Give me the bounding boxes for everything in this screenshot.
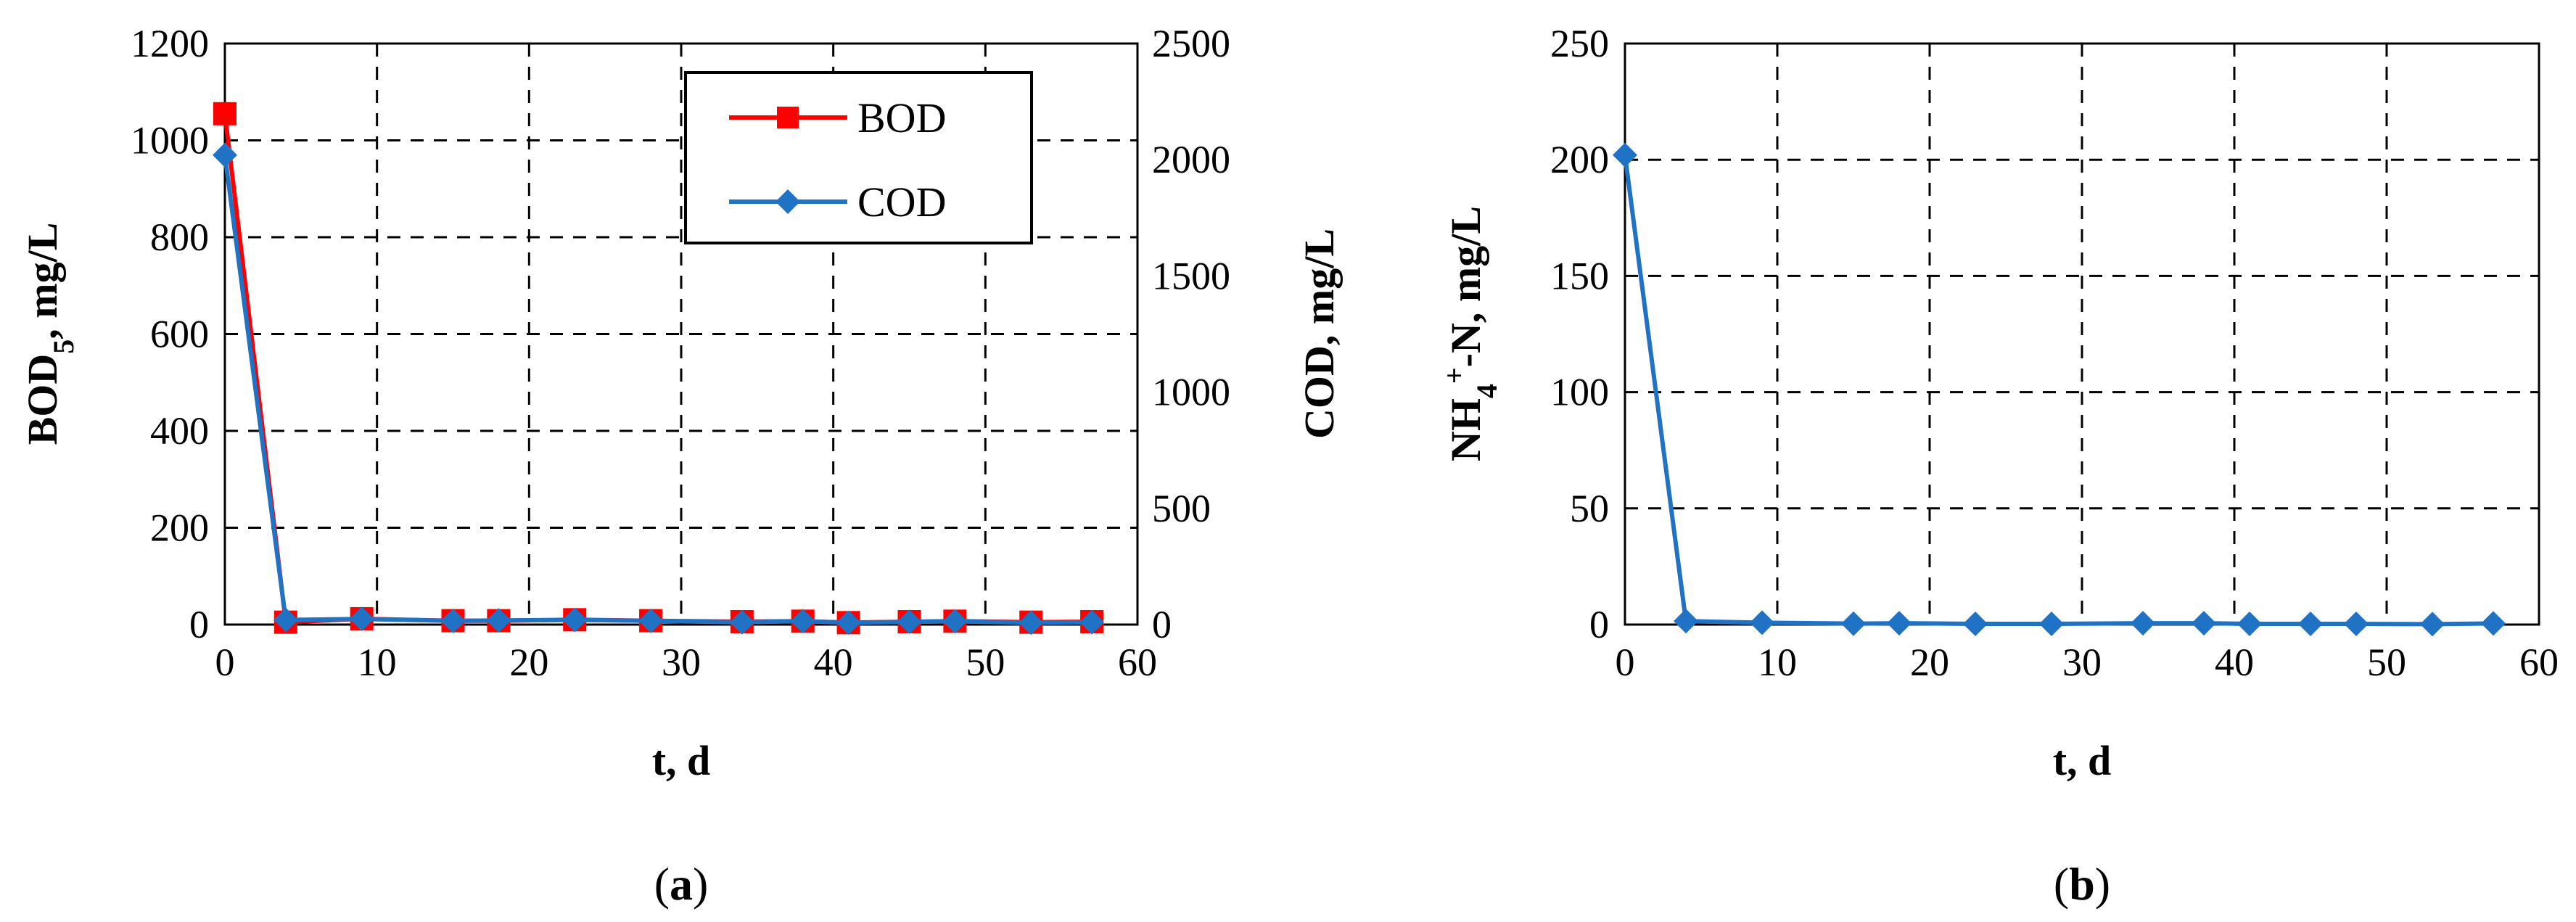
chart-a-plot-area <box>223 42 1139 626</box>
chart-a: 0 10 20 30 40 50 60 0 200 400 600 800 1000 1200 0 500… <box>19 22 1343 910</box>
chart-b-nh4-n-point <box>1841 611 1866 636</box>
chart-b-nh4-n-point <box>1963 612 1988 637</box>
chart-a-cod-point <box>1019 610 1044 635</box>
chart-b-nh4-n-point <box>2420 612 2445 637</box>
chart-b-series <box>1613 142 2506 637</box>
chart-b-y-left-tick-label: 50 <box>1570 487 1609 530</box>
chart-b-x-tick-label: 10 <box>1758 641 1797 684</box>
chart-a-cod-point <box>638 608 664 633</box>
chart-a-x-tick-label: 0 <box>215 641 235 684</box>
chart-b-x-tick-label: 30 <box>2062 641 2102 684</box>
chart-a-y-left-tick-label: 600 <box>150 313 209 356</box>
chart-a-cod-point <box>836 610 861 635</box>
chart-b-nh4-n-point <box>2298 612 2323 637</box>
chart-a-y-right-tick-label: 1500 <box>1152 254 1230 297</box>
chart-a-cod-point <box>349 606 374 632</box>
chart-b-nh4-n-point <box>1750 610 1774 635</box>
chart-b-x-tick-label: 60 <box>2519 641 2559 684</box>
chart-b-y-left-tick-label: 100 <box>1550 371 1609 414</box>
chart-a-y-left-tick-label: 800 <box>150 215 209 259</box>
legend-cod-label: COD <box>857 178 946 226</box>
chart-a-y-right-tick-label: 2500 <box>1152 22 1230 65</box>
legend-bod-label: BOD <box>857 94 946 141</box>
chart-b-grid <box>1625 44 2539 625</box>
chart-a-cod-point <box>942 609 968 634</box>
chart-b-y-left-ticks: 0 50 100 150 200 250 <box>1550 22 1609 646</box>
chart-a-y-left-ticks: 0 200 400 600 800 1000 1200 <box>131 22 209 646</box>
chart-a-cod-point <box>1079 609 1105 635</box>
chart-b-x-tick-label: 40 <box>2215 641 2254 684</box>
chart-a-y-left-tick-label: 1000 <box>131 119 209 162</box>
chart-a-caption: (a) <box>654 858 709 910</box>
chart-a-x-tick-label: 50 <box>966 641 1005 684</box>
chart-a-x-tick-label: 30 <box>662 641 701 684</box>
chart-a-legend: BOD COD <box>684 71 1033 244</box>
chart-a-cod-point <box>562 607 588 633</box>
chart-a-y-right-ticks: 0 500 1000 1500 2000 2500 <box>1152 22 1230 646</box>
chart-a-y-left-tick-label: 200 <box>150 506 209 550</box>
chart-a-y-left-tick-label: 1200 <box>131 22 209 65</box>
chart-b-x-tick-label: 20 <box>1910 641 1949 684</box>
chart-a-y-right-tick-label: 2000 <box>1152 138 1230 181</box>
chart-a-cod-point <box>273 607 298 633</box>
chart-a-cod-point <box>897 609 922 635</box>
chart-b-series-nh4-n-line <box>1623 155 2494 627</box>
chart-a-bod-point <box>213 102 236 125</box>
chart-b-nh4-n-point <box>2131 611 2155 636</box>
chart-b-y-left-tick-label: 250 <box>1550 22 1609 65</box>
chart-b-caption: (b) <box>2054 858 2110 910</box>
chart-b-nh4-n-point <box>1613 142 1637 168</box>
chart-b-x-tick-label: 0 <box>1616 641 1635 684</box>
chart-b-nh4-n-point <box>2237 612 2262 637</box>
chart-a-x-tick-label: 60 <box>1118 641 1157 684</box>
chart-a-cod-point <box>486 608 511 633</box>
chart-a-y-right-tick-label: 1000 <box>1152 371 1230 414</box>
chart-b-nh4-n-point <box>2344 612 2369 637</box>
chart-a-x-tick-label: 20 <box>509 641 548 684</box>
chart-b-y-left-label: NH4+-N, mg/L <box>1438 206 1503 461</box>
chart-a-x-ticks: 0 10 20 30 40 50 60 <box>215 641 1158 684</box>
chart-b-y-left-tick-label: 200 <box>1550 138 1609 181</box>
chart-a-cod-point <box>790 609 815 634</box>
chart-b-nh4-n-point <box>2039 612 2064 637</box>
chart-b-nh4-n-point <box>1674 609 1698 634</box>
chart-b-nh4-n-point <box>2481 611 2506 636</box>
chart-a-x-tick-label: 40 <box>814 641 853 684</box>
chart-b-y-left-tick-label: 150 <box>1550 254 1609 297</box>
chart-a-y-left-tick-label: 400 <box>150 409 209 453</box>
chart-b-x-label: t, d <box>2053 737 2112 784</box>
legend-box <box>684 71 1033 244</box>
chart-a-y-right-tick-label: 0 <box>1152 603 1172 646</box>
chart-a-caption-letter: a <box>670 858 693 910</box>
chart-a-y-left-label: BOD5, mg/L <box>19 223 80 445</box>
chart-a-y-right-label: COD, mg/L <box>1296 229 1343 439</box>
chart-b-x-tick-label: 50 <box>2367 641 2406 684</box>
legend-bod-marker <box>777 107 799 128</box>
chart-a-cod-point <box>729 609 754 635</box>
chart-a-cod-point <box>440 608 466 633</box>
chart-a-cod-point <box>213 142 237 168</box>
chart-a-x-tick-label: 10 <box>358 641 397 684</box>
chart-a-series <box>213 102 1105 635</box>
legend-cod-marker <box>775 189 800 214</box>
chart-b-x-ticks: 0 10 20 30 40 50 60 <box>1616 641 2559 684</box>
chart-b-caption-letter: b <box>2069 858 2095 910</box>
chart-b-nh4-n-point <box>1887 611 1912 636</box>
chart-b-y-left-tick-label: 0 <box>1589 603 1609 646</box>
chart-a-x-label: t, d <box>652 737 711 784</box>
chart-a-y-right-tick-label: 500 <box>1152 487 1211 530</box>
chart-b-nh4-n-point <box>2192 611 2216 636</box>
chart-b: 0 10 20 30 40 50 60 0 50 100 150 200 250 t, d NH4+-… <box>1438 22 2559 910</box>
chart-a-y-left-tick-label: 0 <box>189 603 209 646</box>
